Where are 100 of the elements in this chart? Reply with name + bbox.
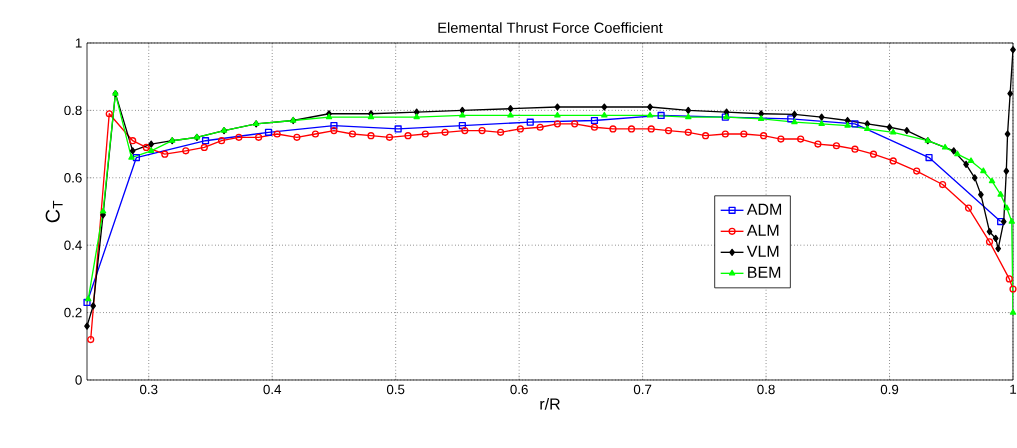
legend-label: BEM: [748, 266, 781, 278]
point: [1007, 89, 1014, 98]
point: [461, 127, 469, 135]
point: [939, 180, 947, 189]
legend-label: VLM: [746, 245, 779, 257]
point: [609, 125, 617, 133]
point: [664, 127, 673, 135]
point: [627, 125, 636, 133]
point: [404, 132, 412, 140]
point: [99, 207, 107, 214]
x-axis-title: r/R: [540, 397, 560, 410]
y-tick-label: 0.6: [64, 173, 82, 183]
point: [814, 140, 822, 148]
point: [459, 111, 466, 118]
point: [84, 322, 90, 330]
point: [311, 130, 320, 138]
point: [200, 143, 208, 152]
x-tick-label: 0.9: [880, 384, 899, 395]
point: [791, 118, 798, 125]
point: [1004, 130, 1011, 138]
point: [507, 105, 514, 113]
y-tick-label: 0.8: [64, 105, 82, 116]
point: [985, 238, 994, 246]
point: [832, 142, 841, 150]
point: [497, 128, 505, 136]
point: [971, 174, 978, 182]
point: [950, 147, 957, 155]
point: [721, 130, 729, 138]
point: [536, 123, 544, 131]
point: [526, 118, 534, 126]
point: [554, 111, 561, 118]
point: [791, 110, 798, 119]
point: [421, 130, 429, 138]
point: [818, 120, 825, 127]
point: [385, 133, 394, 141]
x-tick-label: 0.8: [757, 384, 775, 395]
point: [348, 130, 357, 138]
point: [413, 113, 420, 120]
point: [516, 125, 524, 133]
point: [913, 167, 921, 175]
point: [997, 191, 1004, 197]
x-tick-label: 1: [1010, 384, 1017, 394]
point: [132, 153, 140, 162]
point: [980, 167, 987, 174]
point: [458, 121, 466, 130]
point: [273, 130, 281, 138]
point: [128, 153, 135, 160]
point: [441, 128, 449, 136]
point: [394, 125, 402, 133]
point: [1003, 204, 1011, 211]
point: [701, 132, 710, 140]
x-tick-label: 0.7: [633, 384, 652, 395]
point: [759, 132, 768, 140]
point: [571, 120, 579, 128]
chart-title: Elemental Thrust Force Coefficient: [438, 22, 663, 33]
point: [992, 234, 999, 243]
point: [869, 150, 878, 158]
y-tick-label: 1: [75, 38, 82, 48]
point: [459, 106, 466, 114]
point: [797, 135, 805, 143]
point: [954, 150, 961, 157]
point: [601, 111, 608, 118]
point: [330, 121, 338, 130]
point: [988, 177, 996, 184]
point: [601, 103, 608, 111]
point: [964, 204, 973, 212]
point: [889, 157, 897, 165]
point: [851, 145, 859, 153]
point: [105, 110, 113, 118]
point: [777, 135, 785, 143]
y-tick-label: 0.4: [64, 240, 82, 250]
point: [995, 244, 1002, 253]
point: [255, 133, 263, 141]
y-tick-label: 0.2: [64, 307, 82, 318]
point: [818, 113, 825, 121]
point: [844, 116, 851, 125]
point: [844, 121, 851, 128]
point: [685, 113, 692, 120]
point: [963, 160, 969, 168]
point: [890, 128, 897, 135]
point: [201, 137, 210, 145]
point: [1003, 167, 1010, 175]
point: [684, 128, 692, 136]
point: [148, 147, 155, 153]
point: [657, 111, 665, 120]
point: [554, 103, 561, 111]
legend-label: ALM: [746, 224, 779, 236]
point: [142, 143, 150, 152]
point: [182, 147, 190, 155]
point: [787, 115, 795, 123]
point: [967, 157, 975, 164]
point: [161, 150, 169, 158]
point: [264, 128, 273, 136]
point: [590, 116, 599, 125]
y-tick-label: 0: [75, 375, 82, 385]
point: [553, 120, 562, 128]
point: [941, 143, 949, 150]
point: [330, 127, 338, 135]
point: [740, 130, 748, 138]
legend-label: ADM: [746, 203, 782, 215]
